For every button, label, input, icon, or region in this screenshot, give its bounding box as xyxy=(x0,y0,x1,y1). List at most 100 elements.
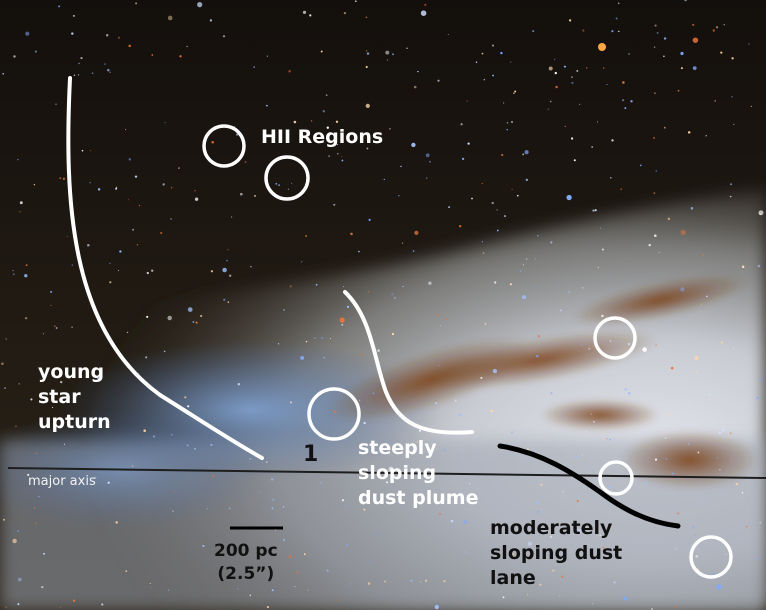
star-point xyxy=(81,149,84,152)
star-point xyxy=(437,79,440,82)
star-point xyxy=(305,340,308,343)
star-point xyxy=(570,137,574,140)
star-point xyxy=(731,57,734,60)
star-point xyxy=(346,544,349,547)
star-point xyxy=(109,281,112,284)
star-point xyxy=(563,65,566,68)
star-point xyxy=(622,81,625,84)
star-point xyxy=(329,338,332,340)
star-point xyxy=(390,441,393,444)
star-point xyxy=(580,343,583,345)
star-point xyxy=(337,152,339,155)
star-point xyxy=(496,229,499,232)
star-point xyxy=(718,431,721,435)
star-point xyxy=(365,16,368,19)
star-point xyxy=(237,382,241,386)
star-point xyxy=(227,249,229,251)
star-point xyxy=(550,392,553,395)
star-point xyxy=(722,429,725,432)
star-point xyxy=(402,242,404,244)
star-point xyxy=(602,67,605,69)
star-point xyxy=(392,53,394,56)
star-point xyxy=(670,366,674,370)
star-point xyxy=(405,321,408,323)
star-point xyxy=(424,3,427,7)
star-point xyxy=(30,398,33,401)
circle-marker-icon xyxy=(202,124,246,168)
star-point xyxy=(132,228,135,231)
star-point xyxy=(729,432,732,435)
star-point xyxy=(585,67,588,69)
star-point xyxy=(491,44,495,47)
star-point xyxy=(463,519,468,524)
young-star-curve xyxy=(66,76,264,460)
star-point xyxy=(259,492,261,494)
star-point xyxy=(690,207,694,210)
star-point xyxy=(33,184,36,186)
star-point xyxy=(34,50,37,53)
star-point xyxy=(333,410,337,413)
star-point xyxy=(323,356,326,359)
star-point xyxy=(335,120,339,124)
star-point xyxy=(115,186,118,188)
star-point xyxy=(692,23,695,26)
star-point xyxy=(59,177,62,180)
star-point xyxy=(78,62,80,65)
star-point xyxy=(509,283,513,286)
star-point xyxy=(402,285,404,288)
star-point xyxy=(685,407,687,409)
star-point xyxy=(428,281,432,285)
marker-1-label: 1 xyxy=(303,442,319,467)
star-point xyxy=(564,125,566,128)
star-point xyxy=(687,443,690,445)
star-point xyxy=(371,443,374,446)
star-point xyxy=(250,266,252,268)
star-point xyxy=(237,588,239,590)
star-point xyxy=(128,44,131,48)
star-point xyxy=(475,61,478,63)
star-point xyxy=(266,55,269,57)
star-point xyxy=(288,69,291,73)
star-point xyxy=(160,231,163,235)
star-point xyxy=(617,2,620,5)
star-point xyxy=(450,519,454,523)
star-point xyxy=(41,585,44,589)
star-point xyxy=(194,190,196,192)
star-point xyxy=(599,227,602,229)
star-point xyxy=(258,569,260,571)
star-point xyxy=(167,315,172,321)
circle-marker-icon xyxy=(307,387,361,441)
star-point xyxy=(548,66,553,71)
star-point xyxy=(363,508,366,511)
star-point xyxy=(500,51,503,55)
star-point xyxy=(663,55,665,58)
star-point xyxy=(511,121,513,123)
star-point xyxy=(197,1,203,8)
star-point xyxy=(536,355,539,358)
star-point xyxy=(663,37,667,40)
star-point xyxy=(692,37,699,43)
star-point xyxy=(526,258,528,260)
star-point xyxy=(17,577,22,582)
star-point xyxy=(741,265,745,269)
star-point xyxy=(655,344,657,346)
star-point xyxy=(72,599,76,602)
star-point xyxy=(27,473,30,476)
star-point xyxy=(615,17,618,20)
star-point xyxy=(393,296,396,299)
star-point xyxy=(596,121,599,123)
star-point xyxy=(592,603,594,605)
star-point xyxy=(443,579,446,583)
star-point xyxy=(677,89,680,92)
star-point xyxy=(606,83,608,86)
star-point xyxy=(244,161,247,163)
star-point xyxy=(341,155,343,157)
star-point xyxy=(592,209,595,212)
star-point xyxy=(97,188,101,191)
star-point xyxy=(90,149,92,151)
star-point xyxy=(568,19,572,22)
star-point xyxy=(460,123,463,126)
star-point xyxy=(365,50,368,52)
star-point xyxy=(716,457,718,459)
circle-marker-icon xyxy=(689,535,733,579)
